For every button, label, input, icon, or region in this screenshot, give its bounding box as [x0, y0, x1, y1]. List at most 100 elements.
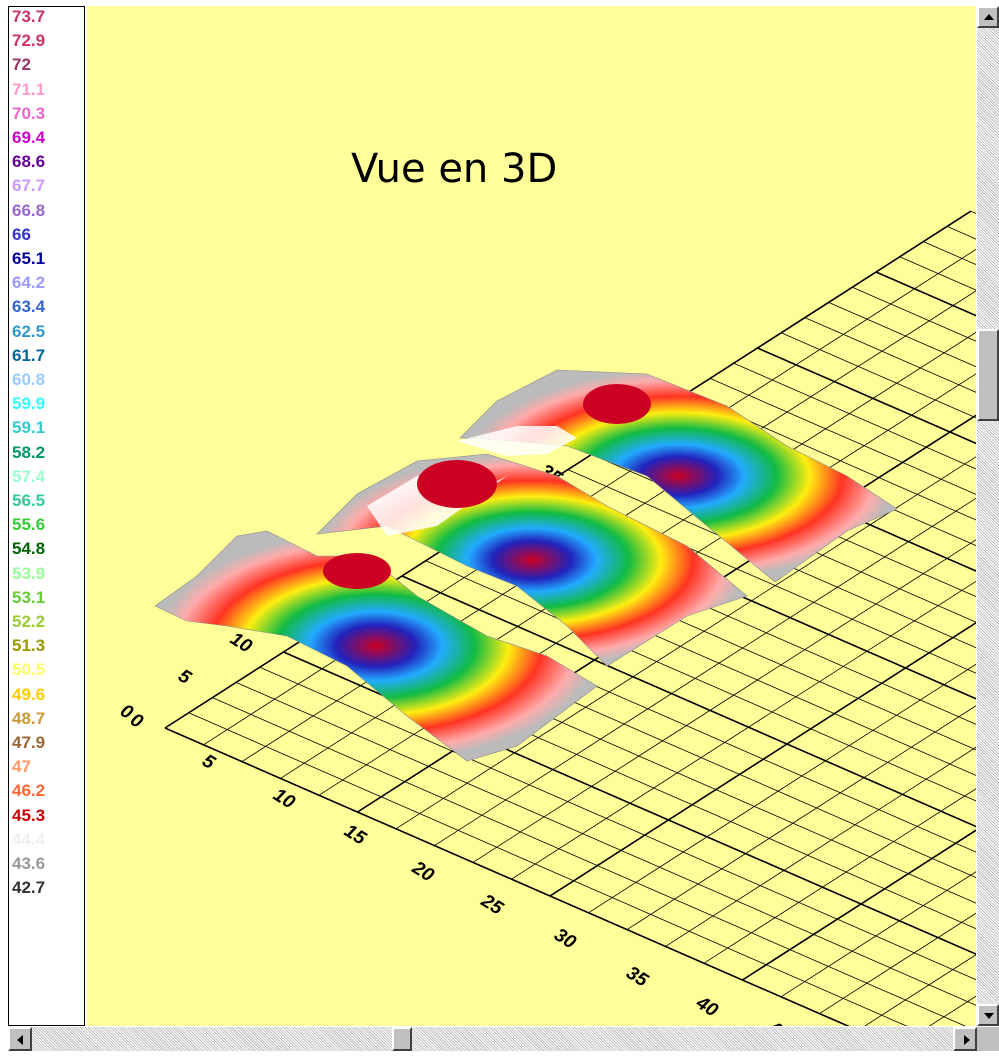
grid-line: [742, 829, 976, 981]
x-tick-label: 20: [408, 857, 438, 887]
plot-area-3d: 051015202530354045051035 Vue en 3D: [87, 6, 976, 1026]
legend-value: 72.9: [12, 31, 46, 51]
legend-value: 59.1: [12, 418, 46, 438]
legend-value: 49.6: [12, 684, 46, 704]
surface-ridge-back: [459, 369, 898, 583]
legend-value: 63.4: [12, 297, 46, 317]
vertical-scroll-thumb[interactable]: [977, 329, 999, 421]
grid-line: [434, 497, 976, 846]
legend-value: 46.2: [12, 781, 46, 801]
grid-line: [395, 456, 976, 830]
grid-line: [235, 682, 976, 1006]
legend-value: 47: [12, 757, 31, 777]
scroll-up-button[interactable]: [977, 6, 999, 28]
grid-line: [686, 393, 976, 521]
x-tick-label: 45: [764, 1017, 794, 1026]
horizontal-scroll-thumb[interactable]: [392, 1027, 412, 1051]
legend-value: 52.2: [12, 612, 46, 631]
grid-line: [588, 663, 976, 914]
grid-line: [974, 564, 977, 1026]
legend-value: 69.4: [12, 128, 46, 147]
grid-line: [819, 912, 976, 1014]
grid-line: [757, 347, 976, 445]
legend-value: 53.1: [12, 587, 46, 607]
x-tick-label: 5: [198, 750, 218, 774]
grid-line: [733, 362, 976, 470]
x-tick-label: 40: [692, 992, 722, 1022]
color-legend: 73.7 72.9 72 71.1 70.3 69.4 68.6 67.7 66.8 66 65.1…: [8, 6, 85, 1026]
legend-value: 66: [12, 224, 31, 244]
x-tick-label: 30: [550, 924, 579, 953]
legend-value: 57.4: [12, 466, 46, 486]
grid-line: [899, 256, 976, 291]
grid-line: [875, 271, 976, 317]
legend-value: 54.8: [12, 539, 46, 559]
legend-value: 42.7: [12, 878, 46, 898]
legend-value: 47.9: [12, 733, 46, 752]
grid-line: [923, 241, 976, 265]
legend-value: 44.4: [12, 829, 46, 849]
legend-value: 45.3: [12, 805, 46, 825]
legend-value: 70.3: [12, 103, 46, 123]
legend-value: 64.2: [12, 273, 46, 293]
surface-3d-view: 051015202530354045051035: [116, 210, 977, 1026]
x-tick-label: 25: [477, 890, 507, 920]
legend-value: 43.6: [12, 854, 46, 873]
grid-line: [780, 871, 976, 998]
vertical-scrollbar[interactable]: [977, 6, 999, 1026]
legend-value: 68.6: [12, 152, 46, 172]
grid-line: [472, 539, 976, 863]
grid-line: [665, 746, 976, 947]
legend-value: 55.6: [12, 515, 46, 535]
legend-value: 73.7: [12, 7, 46, 26]
grid-line: [703, 788, 976, 964]
legend-value: 48.7: [12, 708, 46, 728]
grid-line: [549, 621, 976, 897]
down-arrow-icon: [984, 1013, 994, 1019]
legend-value: 61.7: [12, 345, 46, 365]
legend-value: 58.2: [12, 442, 46, 462]
legend-value: 67.7: [12, 176, 46, 196]
grid-line: [164, 210, 972, 729]
right-arrow-icon: [964, 1035, 970, 1045]
x-tick-label: 15: [340, 820, 369, 849]
size-grip[interactable]: [977, 1027, 999, 1051]
grid-line: [567, 469, 976, 649]
legend-value: 71.1: [12, 79, 46, 99]
legend-value: 65.1: [12, 249, 46, 268]
grid-line: [804, 317, 976, 393]
left-arrow-icon: [17, 1035, 23, 1045]
legend-value: 66.8: [12, 200, 46, 220]
scroll-right-button[interactable]: [953, 1027, 977, 1051]
legend-value: 53.9: [12, 563, 46, 583]
grid-line: [283, 651, 976, 956]
y-tick-label: 5: [174, 665, 194, 689]
legend-value: 59.9: [12, 394, 46, 414]
peak-front: [323, 553, 391, 589]
grid-line: [626, 705, 976, 930]
legend-value: 72: [12, 55, 31, 75]
grid-line: [828, 302, 976, 368]
legend-value: 60.8: [12, 370, 46, 389]
legend-value: 51.3: [12, 636, 46, 656]
scroll-left-button[interactable]: [8, 1027, 32, 1051]
trough-shadow: [457, 426, 577, 456]
surface-ridge-front: [154, 530, 598, 762]
scroll-down-button[interactable]: [977, 1004, 999, 1026]
legend-value: 50.5: [12, 660, 46, 680]
grid-line: [781, 332, 976, 419]
peak-middle: [417, 460, 497, 508]
legend-value: 56.5: [12, 491, 46, 510]
peak-back: [583, 384, 651, 424]
grid-line: [511, 580, 976, 880]
grid-line: [852, 286, 976, 342]
x-tick-label: 35: [622, 962, 651, 991]
legend-value: 62.5: [12, 321, 46, 341]
x-tick-label: 10: [269, 784, 298, 813]
horizontal-scrollbar[interactable]: [8, 1027, 977, 1051]
up-arrow-icon: [984, 14, 994, 20]
grid-line: [970, 210, 976, 214]
y-tick-label: 10: [226, 628, 255, 657]
view-title: Vue en 3D: [351, 146, 558, 192]
